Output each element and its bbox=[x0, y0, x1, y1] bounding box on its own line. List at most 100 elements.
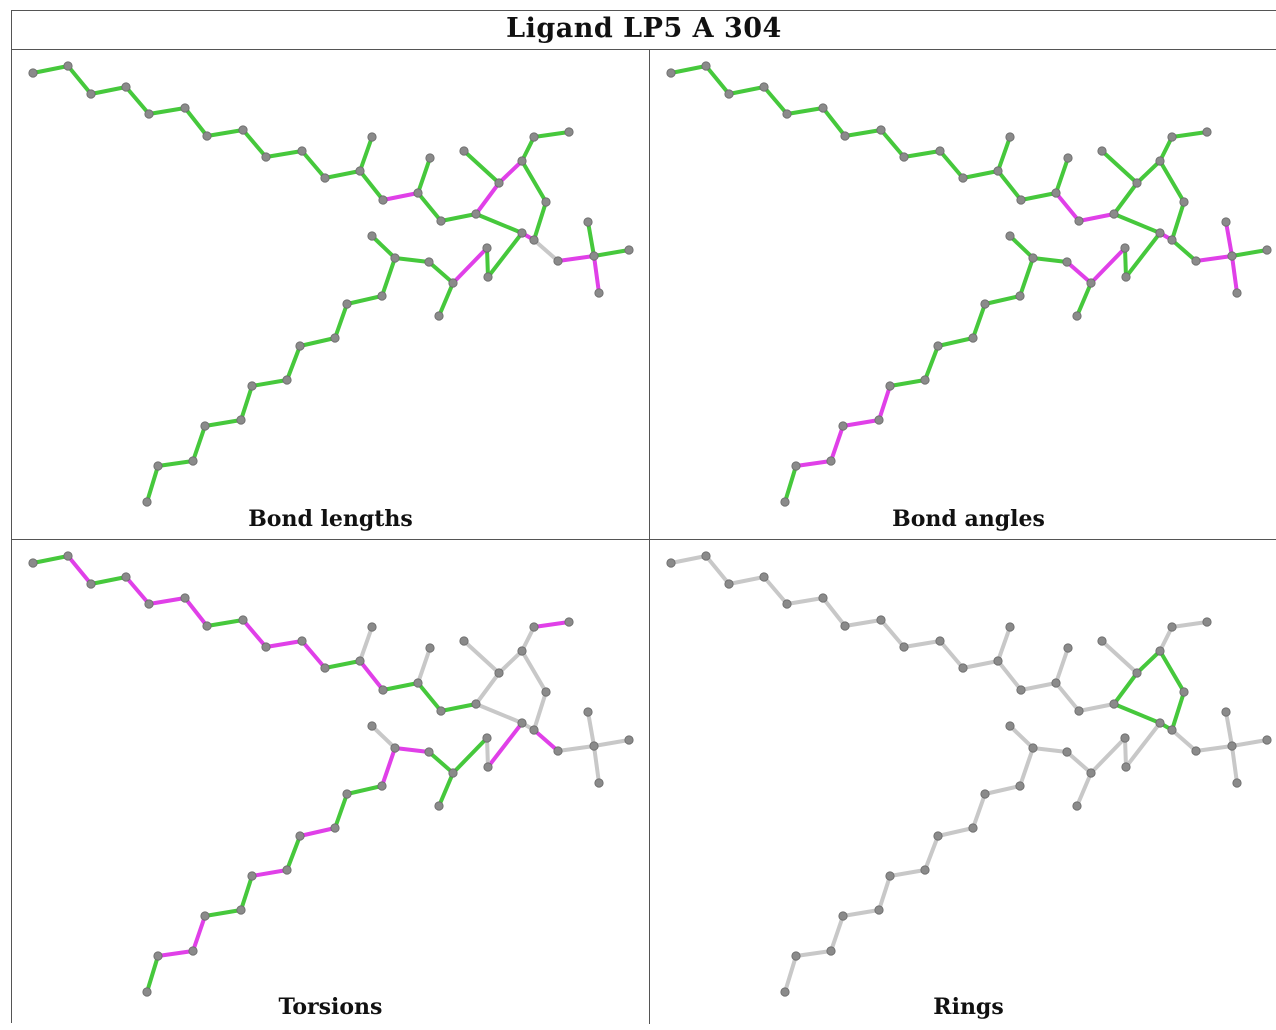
horizontal-divider bbox=[12, 539, 1276, 540]
bond-18 bbox=[1135, 649, 1162, 675]
bond-48 bbox=[1230, 254, 1239, 295]
caption-bond-angles: Bond angles bbox=[892, 506, 1045, 532]
bond-22 bbox=[520, 159, 548, 204]
bond-39 bbox=[239, 384, 254, 422]
atom-15 bbox=[1063, 153, 1073, 163]
bond-38 bbox=[250, 868, 289, 878]
atom-47 bbox=[624, 735, 634, 745]
atom-8 bbox=[899, 642, 909, 652]
atom-9 bbox=[297, 146, 307, 156]
atom-22 bbox=[1202, 617, 1212, 627]
atom-42 bbox=[153, 461, 163, 471]
bond-9 bbox=[938, 639, 965, 670]
atom-2 bbox=[724, 579, 734, 589]
atom-29 bbox=[1072, 801, 1082, 811]
atom-35 bbox=[968, 333, 978, 343]
atom-5 bbox=[818, 103, 828, 113]
bond-44 bbox=[1170, 728, 1198, 753]
bond-1 bbox=[704, 554, 731, 586]
atom-7 bbox=[238, 125, 248, 135]
bond-40 bbox=[841, 908, 881, 918]
atom-40 bbox=[838, 421, 848, 431]
atom-41 bbox=[188, 946, 198, 956]
atom-42 bbox=[791, 461, 801, 471]
atom-12 bbox=[1005, 622, 1015, 632]
atom-44 bbox=[1191, 746, 1201, 756]
bond-32 bbox=[1008, 234, 1035, 260]
atom-45 bbox=[1227, 741, 1237, 751]
bond-27 bbox=[1123, 246, 1128, 279]
bond-45 bbox=[1194, 254, 1234, 263]
bond-26 bbox=[486, 721, 524, 769]
bond-21 bbox=[1100, 639, 1139, 675]
bond-29 bbox=[1075, 771, 1093, 808]
bond-7 bbox=[879, 618, 906, 649]
bond-1 bbox=[66, 554, 93, 586]
bond-4 bbox=[147, 596, 187, 606]
atom-9 bbox=[935, 636, 945, 646]
atom-0 bbox=[28, 558, 38, 568]
atom-8 bbox=[261, 642, 271, 652]
atom-14 bbox=[1051, 678, 1061, 688]
atom-25 bbox=[1155, 228, 1165, 238]
bond-4 bbox=[147, 106, 187, 116]
atom-20 bbox=[1155, 156, 1165, 166]
atom-24 bbox=[529, 235, 539, 245]
atom-21 bbox=[529, 622, 539, 632]
atom-18 bbox=[1109, 699, 1119, 709]
atom-10 bbox=[958, 663, 968, 673]
atom-17 bbox=[1097, 146, 1107, 156]
atom-2 bbox=[724, 89, 734, 99]
atom-37 bbox=[282, 865, 292, 875]
panel-bond-lengths: Bond lengths bbox=[12, 50, 649, 540]
atom-3 bbox=[121, 82, 131, 92]
atom-16 bbox=[436, 216, 446, 226]
atom-6 bbox=[840, 621, 850, 631]
atom-36 bbox=[295, 341, 305, 351]
atom-31 bbox=[390, 253, 400, 263]
atom-33 bbox=[377, 291, 387, 301]
atom-25 bbox=[1155, 718, 1165, 728]
atom-9 bbox=[935, 146, 945, 156]
bond-34 bbox=[983, 784, 1022, 796]
atom-6 bbox=[202, 131, 212, 141]
atom-43 bbox=[780, 497, 790, 507]
bond-40 bbox=[841, 418, 881, 428]
atom-1 bbox=[701, 61, 711, 71]
atom-2 bbox=[86, 579, 96, 589]
bond-30 bbox=[1065, 750, 1093, 775]
bond-35 bbox=[333, 792, 349, 830]
atom-13 bbox=[378, 195, 388, 205]
molecule-rings bbox=[666, 551, 1272, 997]
atom-46 bbox=[1221, 217, 1231, 227]
bond-39 bbox=[877, 874, 892, 912]
atom-20 bbox=[517, 646, 527, 656]
bond-11 bbox=[996, 135, 1012, 173]
bond-5 bbox=[183, 596, 209, 628]
atom-30 bbox=[1062, 257, 1072, 267]
bond-43 bbox=[145, 464, 160, 504]
bond-27 bbox=[485, 246, 490, 279]
bond-36 bbox=[936, 336, 975, 348]
atom-2 bbox=[86, 89, 96, 99]
atom-35 bbox=[968, 823, 978, 833]
bond-33 bbox=[380, 256, 397, 298]
bond-36 bbox=[298, 826, 337, 838]
caption-bond-lengths: Bond lengths bbox=[248, 506, 413, 532]
atom-9 bbox=[297, 636, 307, 646]
atom-7 bbox=[238, 615, 248, 625]
bond-37 bbox=[923, 344, 940, 382]
atom-35 bbox=[330, 333, 340, 343]
bond-37 bbox=[923, 834, 940, 872]
bond-9 bbox=[300, 639, 327, 670]
bond-42 bbox=[156, 459, 195, 468]
bond-47 bbox=[1230, 738, 1269, 748]
atom-11 bbox=[993, 166, 1003, 176]
atom-12 bbox=[1005, 132, 1015, 142]
bond-15 bbox=[1054, 191, 1081, 223]
bond-7 bbox=[241, 128, 268, 159]
bond-33 bbox=[1018, 256, 1035, 298]
bond-43 bbox=[145, 954, 160, 994]
atom-41 bbox=[826, 456, 836, 466]
bond-31 bbox=[393, 746, 431, 754]
